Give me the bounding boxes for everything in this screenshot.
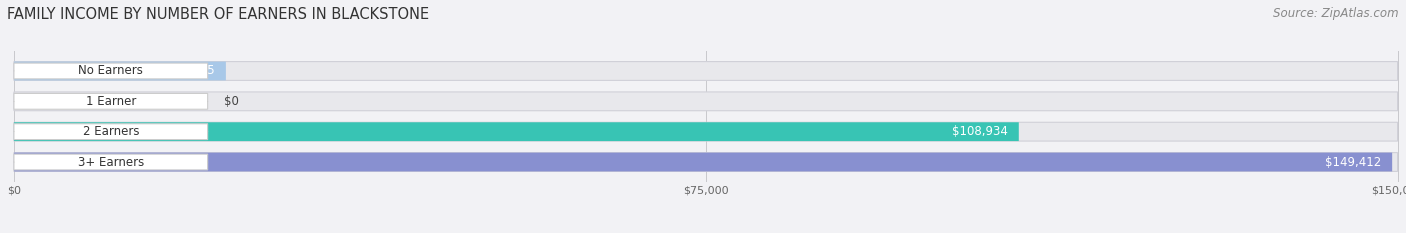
FancyBboxPatch shape	[14, 62, 226, 80]
Text: $22,975: $22,975	[166, 65, 215, 78]
FancyBboxPatch shape	[14, 122, 1019, 141]
FancyBboxPatch shape	[14, 122, 1398, 141]
Text: Source: ZipAtlas.com: Source: ZipAtlas.com	[1274, 7, 1399, 20]
FancyBboxPatch shape	[14, 124, 208, 140]
FancyBboxPatch shape	[14, 93, 208, 109]
Text: $149,412: $149,412	[1324, 155, 1381, 168]
FancyBboxPatch shape	[14, 153, 1398, 171]
Text: 1 Earner: 1 Earner	[86, 95, 136, 108]
Text: 2 Earners: 2 Earners	[83, 125, 139, 138]
Text: FAMILY INCOME BY NUMBER OF EARNERS IN BLACKSTONE: FAMILY INCOME BY NUMBER OF EARNERS IN BL…	[7, 7, 429, 22]
FancyBboxPatch shape	[14, 62, 1398, 80]
Text: $108,934: $108,934	[952, 125, 1008, 138]
FancyBboxPatch shape	[14, 153, 1392, 171]
FancyBboxPatch shape	[14, 92, 1398, 111]
Text: 3+ Earners: 3+ Earners	[77, 155, 143, 168]
FancyBboxPatch shape	[14, 154, 208, 170]
Text: No Earners: No Earners	[79, 65, 143, 78]
FancyBboxPatch shape	[14, 63, 208, 79]
Text: $0: $0	[225, 95, 239, 108]
